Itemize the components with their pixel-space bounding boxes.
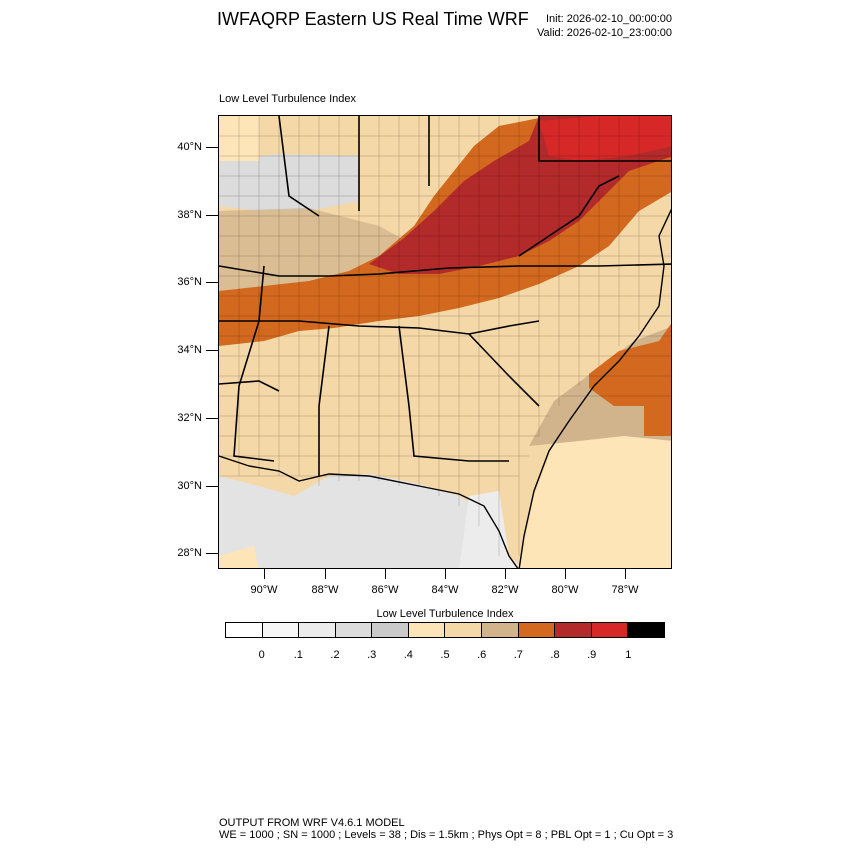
colorbar-box [445,623,483,637]
colorbar-box [335,623,373,637]
lon-tick [445,569,446,579]
model-settings: WE = 1000 ; SN = 1000 ; Levels = 38 ; Di… [219,829,674,841]
colorbar-level-label: .6 [477,649,487,661]
colorbar-box [591,623,629,637]
state-boundaries [219,116,671,476]
colorbar-box [518,623,556,637]
colorbar-box [408,623,446,637]
lat-tick [206,486,218,487]
colorbar [225,622,665,638]
colorbar-box [628,623,664,637]
atlantic-coastline [518,208,671,568]
valid-time: Valid: 2026-02-10_23:00:00 [537,27,672,39]
colorbar-level-label: .9 [587,649,597,661]
colorbar-box [555,623,592,637]
county-grid [219,116,671,556]
map-svg [219,116,671,568]
colorbar-level-label: .1 [293,649,303,661]
colorbar-level-label: 0 [258,649,265,661]
lon-label: 84°W [431,584,459,596]
gulf-patch [219,546,259,568]
lat-label: 38°N [177,209,202,221]
colorbar-level-label: .5 [440,649,450,661]
lon-label: 82°W [491,584,519,596]
lon-tick [264,569,265,579]
colorbar-level-label: .4 [403,649,413,661]
lon-tick [625,569,626,579]
main-title: IWFAQRP Eastern US Real Time WRF [217,9,529,29]
lon-label: 86°W [371,584,399,596]
colorbar-level-label: 1 [625,649,632,661]
lon-label: 90°W [250,584,278,596]
colorbar-box [482,623,519,637]
lon-tick [385,569,386,579]
model-info: OUTPUT FROM WRF V4.6.1 MODEL [219,817,405,829]
nw-field-grey [219,154,359,211]
atlantic-field-orange [589,323,671,436]
panel-title: Low Level Turbulence Index [219,93,356,105]
colorbar-level-label: .3 [367,649,377,661]
nw-field-light [219,116,259,161]
colorbar-title: Low Level Turbulence Index [376,608,514,620]
turbulence-max [539,116,671,161]
lon-tick [325,569,326,579]
gulf-field [219,474,518,568]
colorbar-box [226,623,263,637]
lon-tick [565,569,566,579]
lon-label: 88°W [311,584,339,596]
colorbar-level-label: .8 [550,649,560,661]
lat-label: 34°N [177,344,202,356]
gulf-coastline [219,455,519,568]
init-time: Init: 2026-02-10_00:00:00 [546,13,672,25]
colorbar-box [372,623,409,637]
lat-tick [206,350,218,351]
lat-tick [206,282,218,283]
turbulence-map [218,115,672,569]
colorbar-box [299,623,336,637]
lon-label: 80°W [551,584,579,596]
lat-label: 40°N [177,141,202,153]
lat-label: 30°N [177,480,202,492]
lat-tick [206,553,218,554]
colorbar-box [262,623,300,637]
lat-label: 28°N [177,547,202,559]
lat-tick [206,418,218,419]
lon-label: 78°W [611,584,639,596]
colorbar-level-label: .7 [513,649,523,661]
lat-tick [206,147,218,148]
lat-label: 36°N [177,276,202,288]
lon-tick [505,569,506,579]
lat-label: 32°N [177,412,202,424]
colorbar-level-label: .2 [330,649,340,661]
lat-tick [206,215,218,216]
